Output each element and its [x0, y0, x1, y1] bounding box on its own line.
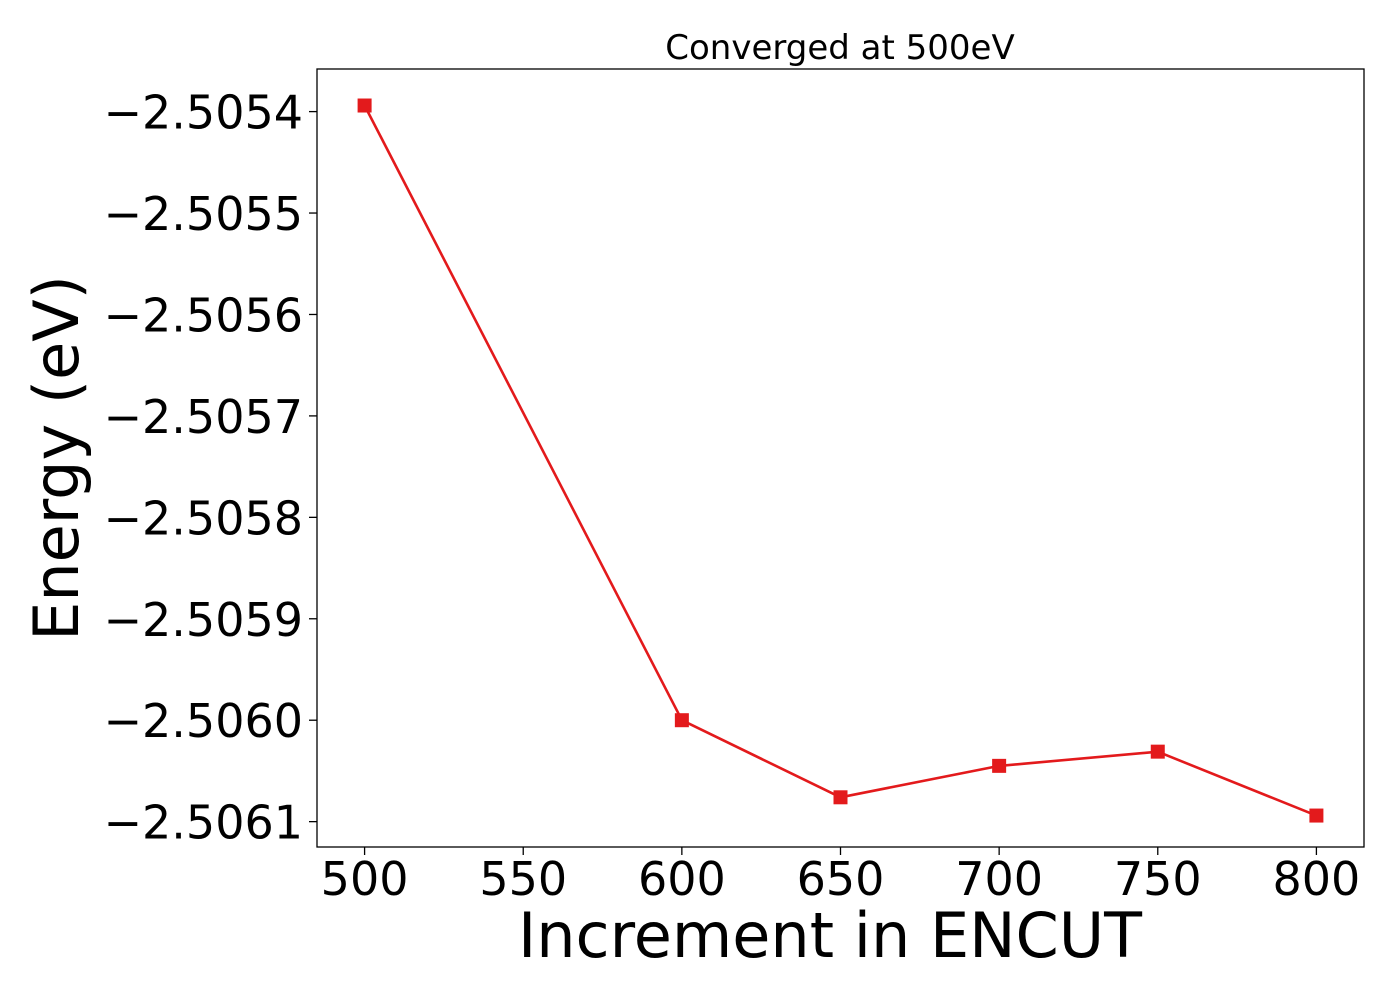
x-tick-label: 750 — [1114, 852, 1202, 906]
y-tick-label: −2.5054 — [104, 86, 304, 140]
chart-title: Converged at 500eV — [665, 28, 1014, 68]
x-tick-label: 600 — [638, 852, 726, 906]
series-line — [363, 104, 1317, 817]
x-tick-label: 700 — [955, 852, 1043, 906]
x-tick-label: 550 — [479, 852, 567, 906]
x-axis-label: Increment in ENCUT — [518, 899, 1143, 972]
y-axis-label: Energy (eV) — [20, 275, 93, 641]
data-point-marker — [833, 790, 848, 805]
x-tick-label: 500 — [321, 852, 409, 906]
y-tick-label: −2.5061 — [104, 796, 304, 850]
data-point-marker — [674, 713, 689, 728]
plot-frame — [316, 68, 1365, 848]
y-tick-label: −2.5055 — [104, 187, 304, 241]
y-tick-label: −2.5057 — [104, 390, 304, 444]
data-point-marker — [992, 758, 1007, 773]
data-point-marker — [357, 98, 372, 113]
ticks-layer: 500 550 600 650 700 750 800 −2.5054 −2.5055 −2.50… — [104, 86, 1361, 906]
data-point-marker — [1309, 808, 1324, 823]
series-layer — [357, 98, 1324, 823]
y-tick-label: −2.5056 — [104, 288, 304, 342]
x-tick-label: 800 — [1273, 852, 1361, 906]
y-tick-label: −2.5060 — [104, 694, 304, 748]
y-tick-label: −2.5058 — [104, 491, 304, 545]
data-point-marker — [1150, 744, 1165, 759]
x-tick-label: 650 — [797, 852, 885, 906]
y-tick-label: −2.5059 — [104, 593, 304, 647]
